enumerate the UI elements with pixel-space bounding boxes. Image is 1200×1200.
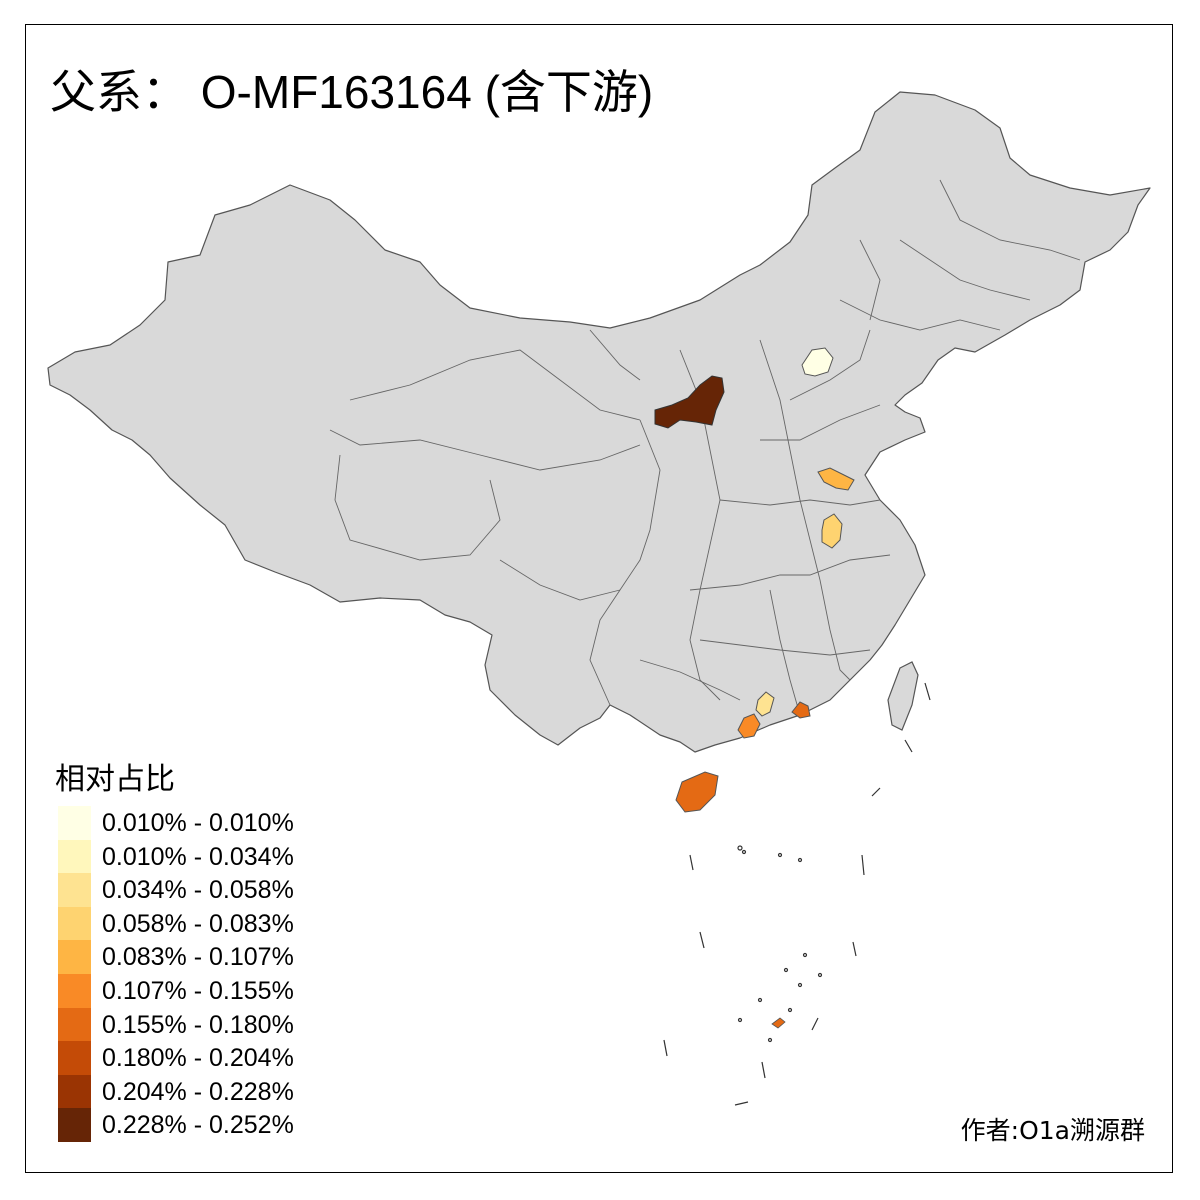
legend-swatch <box>58 1074 91 1109</box>
legend-label: 0.010% - 0.034% <box>102 842 294 871</box>
region-north-shaanxi <box>654 375 725 429</box>
mainland-china <box>47 91 1151 753</box>
legend-swatch <box>58 1041 91 1075</box>
legend-label: 0.228% - 0.252% <box>102 1111 294 1140</box>
south-china-sea-islands <box>663 682 931 1106</box>
legend-label: 0.204% - 0.228% <box>102 1077 294 1106</box>
region-central-anhui <box>821 513 843 549</box>
legend-label: 0.058% - 0.083% <box>102 909 294 938</box>
region-spratly-reef <box>771 1017 786 1029</box>
region-hainan <box>675 771 719 813</box>
legend-swatch <box>58 973 91 1008</box>
legend-swatch <box>58 1007 91 1042</box>
region-west-guangdong <box>737 713 761 739</box>
legend-title: 相对占比 <box>55 762 175 797</box>
author-credit: 作者:O1a溯源群 <box>960 1116 1145 1145</box>
legend-swatch <box>58 839 91 874</box>
region-beijing <box>801 347 834 377</box>
legend-swatch <box>58 1108 91 1142</box>
legend-swatch <box>58 806 91 840</box>
region-east-guangdong <box>791 701 811 719</box>
region-north-guangdong <box>755 691 775 717</box>
legend-swatch <box>58 940 91 974</box>
legend-swatch <box>58 873 91 907</box>
map-title: 父系： O-MF163164 (含下游) <box>50 66 654 118</box>
legend-label: 0.107% - 0.155% <box>102 976 294 1005</box>
province-borders <box>329 179 1081 716</box>
legend-label: 0.155% - 0.180% <box>102 1010 294 1039</box>
legend-label: 0.034% - 0.058% <box>102 876 294 905</box>
legend-swatch <box>58 906 91 941</box>
region-xuzhou <box>817 467 855 491</box>
taiwan <box>887 661 919 731</box>
legend-label: 0.083% - 0.107% <box>102 943 294 972</box>
legend-label: 0.010% - 0.010% <box>102 809 294 837</box>
legend-label: 0.180% - 0.204% <box>102 1044 294 1073</box>
